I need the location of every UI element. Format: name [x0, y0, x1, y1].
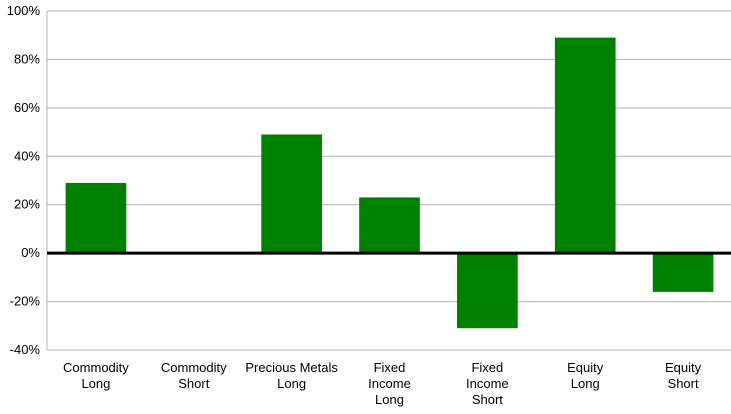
y-axis-tick-labels: -40% -20% 0% 20% 40% 60% 80% 100% — [7, 3, 41, 357]
x-category-label: Fixed — [374, 360, 406, 375]
y-tick-label: 100% — [7, 3, 41, 18]
y-tick-label: 60% — [14, 100, 40, 115]
bars — [65, 37, 714, 329]
x-category-label: Commodity — [63, 360, 129, 375]
bar — [65, 182, 127, 254]
x-category-label: Equity — [567, 360, 604, 375]
x-category-label: Short — [668, 376, 699, 391]
y-tick-label: 20% — [14, 197, 40, 212]
y-tick-label: 0% — [21, 245, 40, 260]
x-category-label: Long — [81, 376, 110, 391]
bar — [652, 253, 714, 292]
x-category-label: Long — [277, 376, 306, 391]
grid-lines — [46, 10, 731, 351]
x-category-label: Commodity — [161, 360, 227, 375]
bar — [261, 134, 322, 254]
y-tick-label: 80% — [14, 51, 40, 66]
x-category-label: Income — [368, 376, 411, 391]
bar — [359, 197, 420, 254]
y-tick-label: -20% — [10, 294, 41, 309]
x-category-label: Long — [375, 392, 404, 407]
y-tick-label: -40% — [10, 342, 41, 357]
y-tick-label: 40% — [14, 148, 40, 163]
x-category-label: Long — [571, 376, 600, 391]
x-category-label: Income — [466, 376, 509, 391]
x-category-label: Short — [472, 392, 503, 407]
x-category-label: Equity — [665, 360, 702, 375]
x-category-label: Precious Metals — [245, 360, 338, 375]
bar — [457, 253, 518, 329]
x-category-label: Fixed — [471, 360, 503, 375]
x-category-label: Short — [178, 376, 209, 391]
bar — [554, 37, 616, 254]
